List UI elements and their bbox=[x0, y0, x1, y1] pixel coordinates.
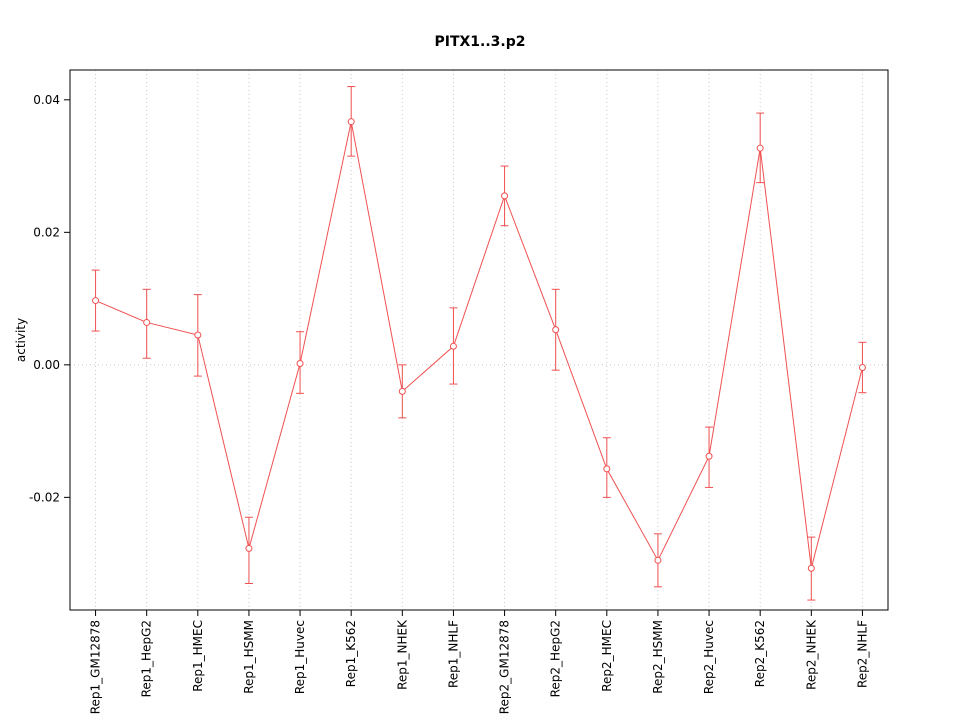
x-tick-label: Rep1_NHLF bbox=[446, 620, 460, 688]
x-tick-label: Rep2_HSMM bbox=[651, 620, 665, 694]
x-tick-label: Rep2_GM12878 bbox=[498, 620, 512, 714]
data-point bbox=[858, 363, 866, 371]
y-tick-label: 0.04 bbox=[33, 93, 60, 107]
data-point bbox=[92, 297, 100, 305]
x-tick-label: Rep1_HSMM bbox=[242, 620, 256, 694]
x-tick-label: Rep2_NHEK bbox=[804, 619, 818, 690]
y-tick-label: -0.02 bbox=[29, 490, 60, 504]
x-tick-label: Rep1_K562 bbox=[344, 620, 358, 687]
data-point bbox=[756, 144, 764, 152]
data-point bbox=[807, 564, 815, 572]
data-point bbox=[705, 452, 713, 460]
data-point bbox=[398, 387, 406, 395]
series-line bbox=[95, 121, 863, 569]
data-point bbox=[143, 318, 151, 326]
y-tick-label: 0.02 bbox=[33, 225, 60, 239]
data-point bbox=[603, 465, 611, 473]
x-tick-label: Rep1_GM12878 bbox=[89, 620, 103, 714]
data-point bbox=[654, 556, 662, 564]
x-tick-label: Rep2_HMEC bbox=[600, 620, 614, 692]
x-tick-label: Rep2_NHLF bbox=[855, 620, 869, 688]
data-point bbox=[296, 360, 304, 368]
data-point bbox=[245, 544, 253, 552]
data-point bbox=[552, 326, 560, 334]
data-point bbox=[449, 342, 457, 350]
x-tick-label: Rep1_Huvec bbox=[293, 620, 307, 694]
y-tick-label: 0.00 bbox=[33, 358, 60, 372]
plot-area: -0.02 0.00 0.02 0.04 Rep1_GM12878 Rep1_HepG2 R… bbox=[29, 69, 889, 714]
data-point bbox=[194, 331, 202, 339]
data-point bbox=[347, 118, 355, 126]
data-point bbox=[501, 192, 509, 200]
x-tick-label: Rep1_NHEK bbox=[395, 619, 409, 690]
y-axis-label: activity bbox=[14, 318, 28, 362]
x-tick-label: Rep1_HepG2 bbox=[140, 620, 154, 697]
chart-title: PITX1..3.p2 bbox=[434, 34, 525, 50]
plot-border bbox=[69, 69, 889, 611]
x-tick-label: Rep1_HMEC bbox=[191, 620, 205, 692]
x-tick-label: Rep2_HepG2 bbox=[549, 620, 563, 697]
x-tick-label: Rep2_K562 bbox=[753, 620, 767, 687]
x-tick-label: Rep2_Huvec bbox=[702, 620, 716, 694]
